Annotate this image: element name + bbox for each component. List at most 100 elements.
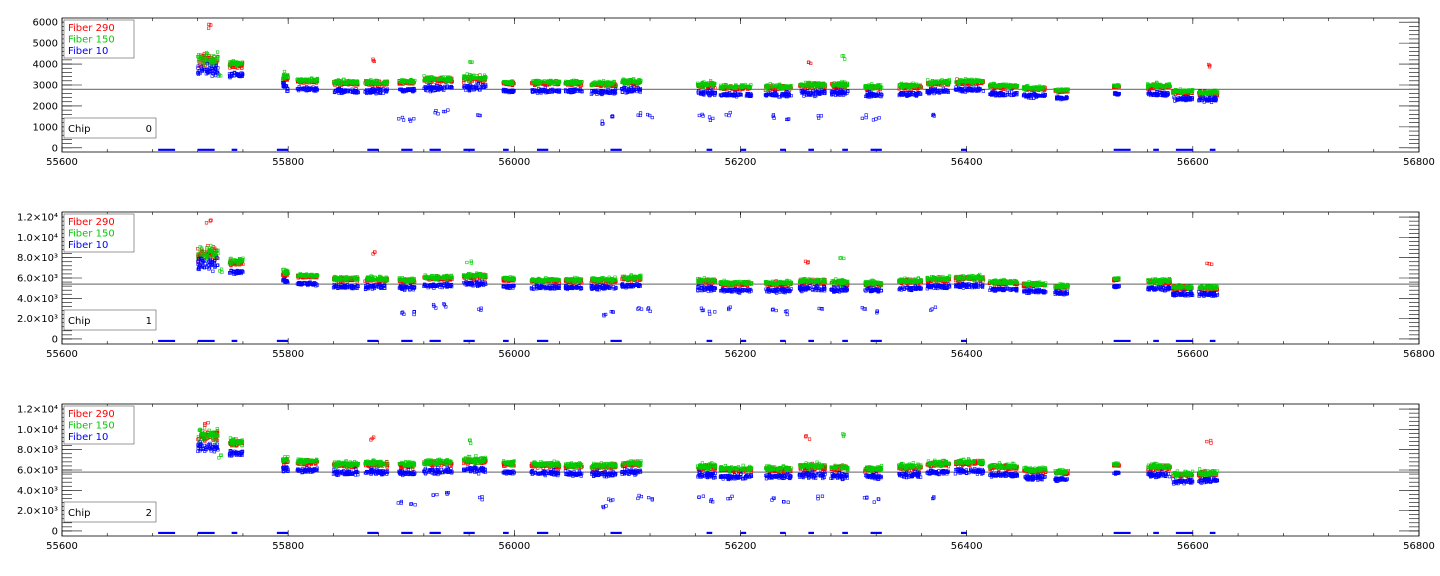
data-point-fiber-290 xyxy=(216,54,220,59)
data-point-fiber-10 xyxy=(336,89,340,94)
data-point-fiber-10 xyxy=(214,64,218,68)
data-point-fiber-10 xyxy=(196,66,200,70)
y-tick-label: 1000 xyxy=(33,122,58,133)
outlier-point xyxy=(724,113,728,117)
data-point-fiber-150 xyxy=(305,78,310,82)
data-point-fiber-150 xyxy=(240,60,244,65)
outlier-point xyxy=(441,109,446,114)
data-point-fiber-10 xyxy=(1173,99,1177,103)
data-point-fiber-150 xyxy=(374,78,378,82)
data-point-fiber-150 xyxy=(196,60,201,64)
data-point-fiber-10 xyxy=(205,62,209,66)
data-point-fiber-10 xyxy=(365,91,369,96)
x-tick-label: 56600 xyxy=(1177,349,1209,360)
panel-chip-1: 55600 55800 56000 56200 56400 56600 5680002.0×… xyxy=(17,211,1435,360)
x-tick-label: 55600 xyxy=(46,349,78,360)
data-point-fiber-150 xyxy=(197,58,201,62)
outlier-point xyxy=(207,26,211,30)
data-point-fiber-150 xyxy=(408,80,412,84)
x-tick-label: 55800 xyxy=(272,157,304,168)
x-tick-label: 56200 xyxy=(725,157,757,168)
data-point-fiber-150 xyxy=(201,57,205,61)
data-point-fiber-150 xyxy=(281,75,285,79)
data-point-fiber-10 xyxy=(284,84,288,88)
data-point-fiber-10 xyxy=(310,86,314,90)
data-point-fiber-10 xyxy=(384,90,389,94)
data-point-fiber-10 xyxy=(374,87,378,91)
data-point-fiber-150 xyxy=(215,58,219,63)
y-tick-label: 2000 xyxy=(33,101,58,112)
data-point-fiber-10 xyxy=(369,89,373,93)
data-point-fiber-150 xyxy=(333,82,337,86)
data-point-fiber-10 xyxy=(337,86,342,91)
x-tick-label: 56400 xyxy=(951,349,983,360)
data-point-fiber-10 xyxy=(282,82,286,86)
data-point-fiber-150 xyxy=(355,79,360,84)
outlier-point xyxy=(772,116,776,120)
legend-entry-fiber-290: Fiber 290 xyxy=(68,23,115,34)
data-point-fiber-10 xyxy=(215,70,219,74)
data-points xyxy=(196,22,1220,126)
y-tick-label: 4000 xyxy=(33,60,58,71)
data-point-fiber-150 xyxy=(311,79,315,83)
outlier-point xyxy=(412,117,416,121)
outlier-point xyxy=(864,113,868,117)
outlier-point xyxy=(707,115,712,119)
data-point-fiber-150 xyxy=(400,80,404,84)
data-point-fiber-150 xyxy=(238,63,242,67)
data-point-fiber-150 xyxy=(205,52,209,56)
data-point-fiber-10 xyxy=(213,73,218,78)
data-point-fiber-150 xyxy=(344,82,348,86)
data-point-fiber-10 xyxy=(381,91,385,95)
data-point-fiber-150 xyxy=(401,78,405,82)
data-point-fiber-10 xyxy=(299,88,303,92)
data-point-fiber-150 xyxy=(310,76,314,80)
data-point-fiber-150 xyxy=(335,80,339,84)
data-point-fiber-10 xyxy=(209,64,214,68)
data-point-fiber-10 xyxy=(374,92,378,96)
data-point-fiber-150 xyxy=(376,81,381,85)
outlier-point xyxy=(727,113,731,118)
outlier-point xyxy=(400,115,405,120)
data-point-fiber-10 xyxy=(208,70,212,75)
x-tick-label: 55600 xyxy=(46,157,78,168)
x-tick-label: 56000 xyxy=(498,157,530,168)
data-point-fiber-150 xyxy=(374,79,379,83)
x-tick-label: 56800 xyxy=(1403,157,1435,168)
data-point-fiber-150 xyxy=(397,79,401,83)
data-point-fiber-150 xyxy=(282,69,287,74)
data-point-fiber-150 xyxy=(366,79,370,84)
data-point-fiber-150 xyxy=(281,73,286,77)
data-point-fiber-10 xyxy=(286,87,290,91)
data-point-fiber-150 xyxy=(302,78,306,82)
outlier-point xyxy=(843,57,847,61)
data-point-fiber-10 xyxy=(346,88,350,92)
data-point-fiber-10 xyxy=(240,74,244,78)
data-point-fiber-150 xyxy=(233,62,237,66)
data-point-fiber-150 xyxy=(216,56,220,60)
y-tick-label: 3000 xyxy=(33,81,58,92)
x-tick-label: 56000 xyxy=(498,349,530,360)
data-point-fiber-150 xyxy=(198,53,203,57)
x-tick-label: 56600 xyxy=(1177,157,1209,168)
data-point-fiber-150 xyxy=(201,64,205,68)
data-point-fiber-150 xyxy=(309,77,313,81)
data-point-fiber-10 xyxy=(230,74,234,78)
outlier-point xyxy=(697,113,701,118)
data-point-fiber-10 xyxy=(236,73,240,77)
data-point-fiber-10 xyxy=(343,88,347,92)
data-point-fiber-10 xyxy=(240,72,245,77)
data-point-fiber-150 xyxy=(373,81,377,86)
data-point-fiber-10 xyxy=(311,87,316,91)
outlier-point xyxy=(443,109,447,114)
chip-label: Chip xyxy=(68,124,90,135)
data-point-fiber-150 xyxy=(315,76,320,81)
y-tick-label: 5000 xyxy=(33,39,58,50)
data-point-fiber-10 xyxy=(232,70,237,74)
data-point-fiber-10 xyxy=(306,86,311,91)
outlier-point xyxy=(728,110,732,115)
data-point-fiber-10 xyxy=(214,67,218,71)
data-point-fiber-150 xyxy=(207,57,211,61)
data-point-fiber-150 xyxy=(286,75,290,80)
